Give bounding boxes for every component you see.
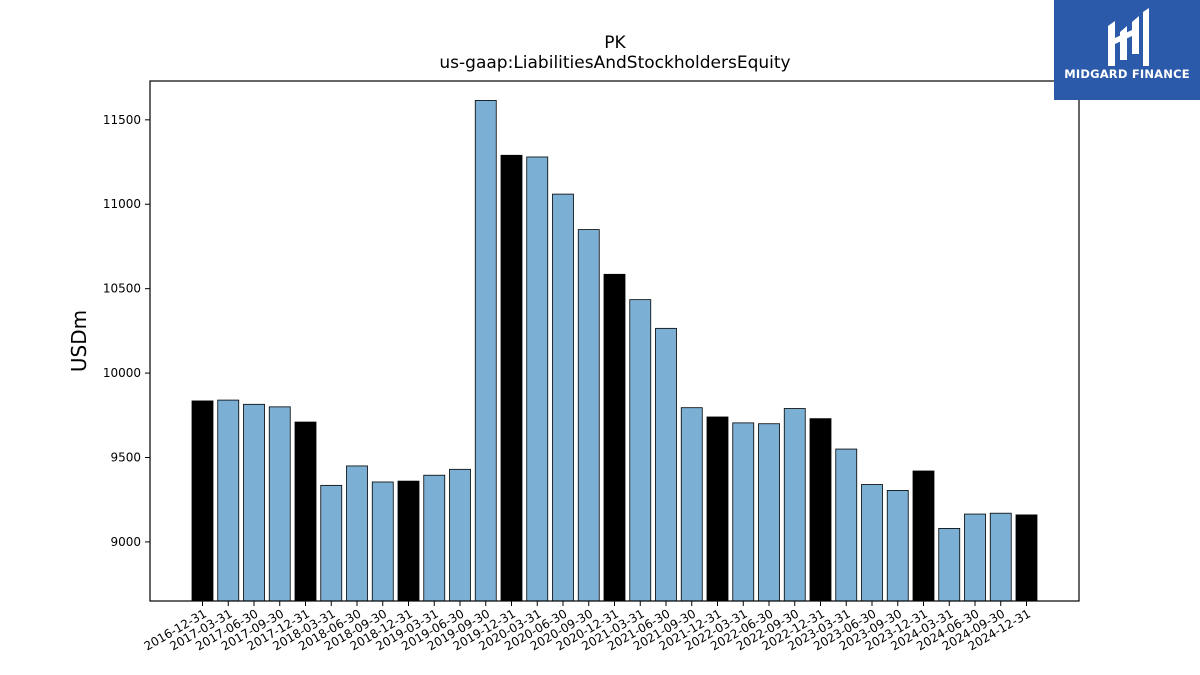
midgard-m-icon	[1108, 8, 1149, 66]
bar-2019-03-31	[423, 474, 446, 602]
bar-2019-09-30	[474, 100, 497, 602]
y-tick-label: 10000	[103, 366, 141, 380]
bar-2022-12-31	[809, 418, 832, 602]
y-tick-label: 9000	[110, 535, 141, 549]
bar-2018-03-31	[320, 484, 343, 602]
bar-2024-06-30	[964, 513, 986, 602]
bar-2021-09-30	[680, 407, 703, 602]
bar-2017-03-31	[217, 399, 240, 602]
bar-2024-03-31	[938, 528, 961, 602]
bar-2017-12-31	[294, 421, 317, 602]
bar-2018-06-30	[346, 465, 368, 602]
bar-2017-09-30	[268, 406, 291, 602]
y-tick-label: 11000	[103, 197, 141, 211]
y-tick-label: 10500	[103, 282, 141, 296]
bar-2023-09-30	[886, 490, 909, 602]
bar-2018-12-31	[397, 480, 420, 602]
y-tick-label: 9500	[110, 450, 141, 464]
bar-2022-03-31	[732, 422, 755, 602]
x-axis-ticks: 2016-12-312017-03-312017-06-302017-09-30…	[142, 601, 1033, 653]
bar-2024-12-31	[1015, 514, 1038, 602]
bar-2020-06-30	[552, 193, 574, 602]
bar-2023-12-31	[912, 470, 935, 602]
brand-name: MIDGARD FINANCE	[1064, 67, 1190, 81]
y-axis-label: USDm	[67, 310, 91, 372]
bar-2019-12-31	[500, 154, 523, 602]
bar-2022-09-30	[783, 408, 806, 602]
bar-2019-06-30	[449, 468, 471, 602]
bar-2020-12-31	[603, 273, 626, 602]
bar-2022-06-30	[758, 423, 780, 602]
bar-2017-06-30	[243, 403, 265, 602]
bar-2016-12-31	[191, 400, 214, 602]
bar-2023-06-30	[861, 484, 883, 602]
chart-subtitle: us-gaap:LiabilitiesAndStockholdersEquity	[439, 53, 790, 73]
bar-2023-03-31	[835, 448, 858, 602]
bar-2020-09-30	[577, 229, 600, 602]
plot-frame	[149, 80, 1080, 602]
bar-2018-09-30	[371, 481, 394, 602]
chart-title: PK	[604, 33, 626, 53]
bar-2024-09-30	[989, 512, 1012, 602]
bar-2021-03-31	[629, 299, 652, 602]
brand-logo: MIDGARD FINANCE	[1054, 0, 1200, 100]
bar-2020-03-31	[526, 156, 549, 602]
bar-2021-12-31	[706, 416, 729, 602]
y-tick-label: 11500	[103, 113, 141, 127]
y-axis-ticks: 9000 9500 10000 10500 11000 11500	[103, 113, 150, 549]
bars-group	[191, 100, 1038, 602]
bar-2021-06-30	[655, 327, 677, 602]
